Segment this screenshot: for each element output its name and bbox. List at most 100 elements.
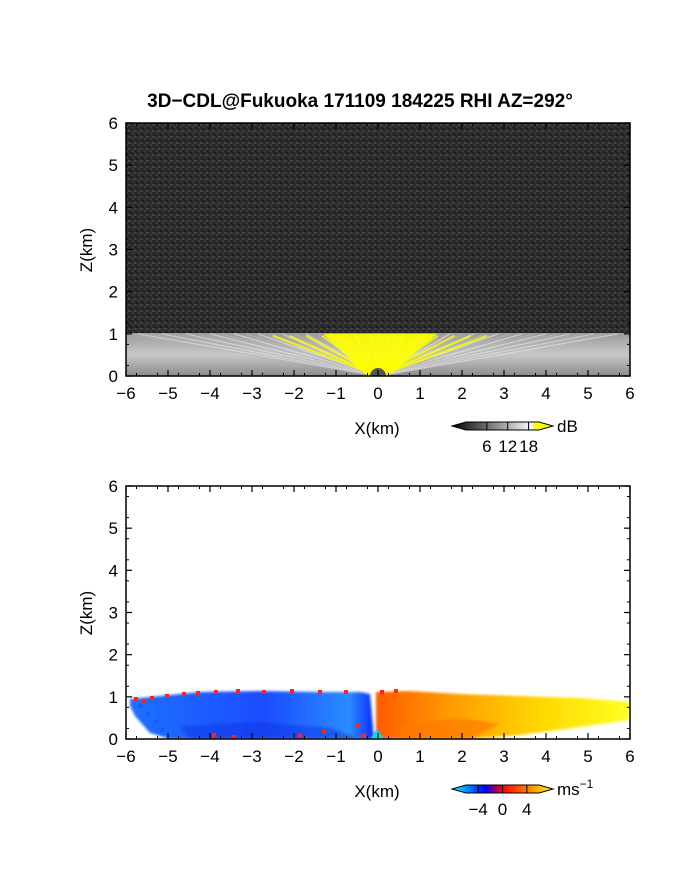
velocity-speckle-pixel <box>134 697 138 701</box>
snr-x-tick-label: 1 <box>415 384 424 403</box>
snr-y-tick-label: 0 <box>109 367 118 386</box>
snr-colorbar-tick-label: 12 <box>498 437 517 456</box>
velocity-speckle-pixel <box>236 689 240 693</box>
velocity-x-tick-label: −1 <box>326 747 345 766</box>
velocity-speckle-pixel <box>182 692 186 696</box>
velocity-x-tick-label: 2 <box>457 747 466 766</box>
velocity-x-tick-label: 0 <box>373 747 382 766</box>
snr-yellow-ray <box>338 335 379 376</box>
velocity-speckle-pixel <box>196 691 200 695</box>
snr-yellow-ray <box>289 334 379 376</box>
velocity-y-tick-label: 2 <box>109 646 118 665</box>
snr-yellow-ray <box>272 334 379 376</box>
velocity-speckle-pixel <box>142 699 146 703</box>
snr-x-tick-label: 4 <box>541 384 550 403</box>
snr-x-tick-label: −5 <box>158 384 177 403</box>
velocity-x-tick-label: 3 <box>499 747 508 766</box>
snr-y-tick-label: 5 <box>109 156 118 175</box>
velocity-near-ground-negative <box>180 722 360 739</box>
velocity-speckle-pixel <box>620 706 624 710</box>
snr-colorbar-ticks: 6 12 18 <box>482 422 538 456</box>
snr-colorbar: 6 12 18 dB <box>450 417 578 456</box>
snr-yellow-ray <box>377 335 423 376</box>
snr-yellow-ray <box>377 335 406 376</box>
snr-x-tick-label: 0 <box>373 384 382 403</box>
velocity-speckle-pixel <box>624 716 628 720</box>
velocity-origin-cyan <box>370 729 384 739</box>
snr-ray <box>245 333 379 376</box>
velocity-colorbar-ticks: −4 0 4 <box>468 785 532 819</box>
velocity-colorbar: −4 0 4 ms−1 <box>450 777 594 819</box>
snr-y-axis-label: Z(km) <box>77 228 96 272</box>
velocity-colorbar-unit-base: ms <box>557 780 580 799</box>
snr-y-tick-label: 4 <box>109 198 118 217</box>
velocity-speckle-pixel <box>344 690 348 694</box>
velocity-speckle-pixel <box>362 733 366 737</box>
snr-x-axis-label: X(km) <box>354 419 399 438</box>
velocity-y-tick-label: 6 <box>109 477 118 496</box>
velocity-speckle-pixel <box>380 690 384 694</box>
velocity-x-tick-label: −5 <box>158 747 177 766</box>
velocity-speckle-pixel <box>318 690 322 694</box>
snr-x-tick-label: 5 <box>583 384 592 403</box>
velocity-speckle-pixel <box>262 690 266 694</box>
snr-ray <box>377 333 619 376</box>
velocity-speckle-pixel <box>138 704 142 708</box>
velocity-x-tick-label: −4 <box>200 747 219 766</box>
snr-colorbar-unit: dB <box>557 417 578 436</box>
velocity-x-tick-label: −6 <box>116 747 135 766</box>
velocity-y-tick-label: 3 <box>109 604 118 623</box>
velocity-speckle-pixel <box>608 700 612 704</box>
snr-yellow-ray <box>377 334 439 376</box>
velocity-x-tick-label: 6 <box>625 747 634 766</box>
velocity-speckle-pixel <box>232 735 236 739</box>
snr-x-tick-label: −6 <box>116 384 135 403</box>
snr-x-tick-label: 3 <box>499 384 508 403</box>
velocity-speckle-pixel <box>146 712 150 716</box>
velocity-x-tick-label: 5 <box>583 747 592 766</box>
velocity-axes: −6 −5 −4 −3 −2 −1 0 1 2 3 4 5 6 0 1 2 3 4 5 6 <box>109 477 635 766</box>
snr-x-tick-label: 2 <box>457 384 466 403</box>
velocity-speckle-pixel <box>298 733 302 737</box>
snr-colorbar-tick-label: 18 <box>519 437 538 456</box>
velocity-x-axis-label: X(km) <box>354 782 399 801</box>
snr-x-tick-label: −2 <box>284 384 303 403</box>
velocity-y-tick-label: 1 <box>109 688 118 707</box>
velocity-x-tick-label: 1 <box>415 747 424 766</box>
velocity-speckle-pixel <box>356 724 360 728</box>
velocity-speckle-pixel <box>212 733 216 737</box>
velocity-speckle-pixel <box>322 730 326 734</box>
velocity-speckle-pixel <box>290 689 294 693</box>
snr-strong-echo <box>272 333 488 376</box>
velocity-x-tick-label: −2 <box>284 747 303 766</box>
snr-yellow-ray <box>377 334 488 376</box>
snr-yellow-ray <box>321 334 379 376</box>
snr-y-tick-label: 6 <box>109 114 118 133</box>
snr-colorbar-bar <box>450 421 555 431</box>
velocity-colorbar-tick-label: 4 <box>522 800 531 819</box>
velocity-speckle-pixel <box>150 696 154 700</box>
snr-y-tick-label: 3 <box>109 241 118 260</box>
velocity-y-tick-label: 4 <box>109 561 118 580</box>
velocity-y-tick-label: 5 <box>109 519 118 538</box>
snr-yellow-cone <box>323 333 437 376</box>
velocity-image <box>130 689 629 739</box>
snr-x-tick-label: −3 <box>242 384 261 403</box>
snr-yellow-ray <box>305 334 379 376</box>
velocity-speckle-pixel <box>160 728 164 732</box>
snr-y-tick-label: 2 <box>109 283 118 302</box>
snr-colorbar-tick-label: 6 <box>482 437 491 456</box>
velocity-speckle-pixel <box>154 720 158 724</box>
velocity-near-ground-positive <box>400 718 500 739</box>
velocity-colorbar-tick-label: 0 <box>498 800 507 819</box>
snr-y-tick-label: 1 <box>109 325 118 344</box>
velocity-colorbar-unit: ms−1 <box>557 777 594 799</box>
velocity-x-tick-label: 4 <box>541 747 550 766</box>
snr-axes: −6 −5 −4 −3 −2 −1 0 1 2 3 4 5 6 0 1 2 3 4 5 6 <box>109 114 635 403</box>
velocity-panel: −6 −5 −4 −3 −2 −1 0 1 2 3 4 5 6 0 1 2 3 4 5 6 X(km) Z(km) −… <box>77 477 635 819</box>
snr-image <box>126 123 630 376</box>
velocity-y-tick-label: 0 <box>109 730 118 749</box>
velocity-speckle-pixel <box>214 690 218 694</box>
